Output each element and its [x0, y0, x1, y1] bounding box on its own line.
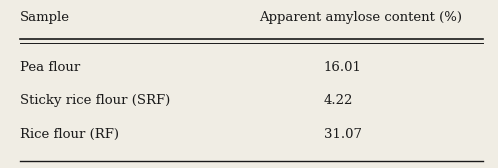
Text: 16.01: 16.01 [324, 61, 362, 74]
Text: Pea flour: Pea flour [20, 61, 80, 74]
Text: Sticky rice flour (SRF): Sticky rice flour (SRF) [20, 94, 170, 107]
Text: Apparent amylose content (%): Apparent amylose content (%) [259, 11, 462, 24]
Text: Rice flour (RF): Rice flour (RF) [20, 128, 119, 141]
Text: 4.22: 4.22 [324, 94, 353, 107]
Text: 31.07: 31.07 [324, 128, 362, 141]
Text: Sample: Sample [20, 11, 70, 24]
